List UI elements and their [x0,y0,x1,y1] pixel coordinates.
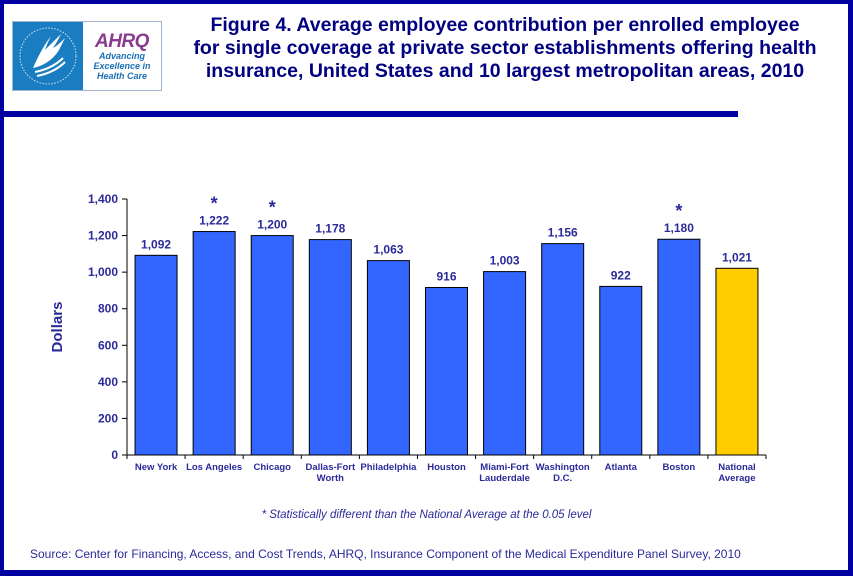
figure-title: Figure 4. Average employee contribution … [180,14,830,83]
bar-value-label: 922 [611,268,631,282]
x-tick-label: National [718,462,755,473]
y-tick-label: 600 [98,338,118,352]
hhs-eagle-seal-icon [13,22,83,90]
bar [308,239,352,456]
bar [134,254,178,456]
x-tick-label: Chicago [253,462,291,473]
bar [657,238,701,456]
source-note: Source: Center for Financing, Access, an… [30,547,741,561]
x-tick-label: Worth [317,473,344,484]
x-tick-label: Average [718,473,755,484]
ahrq-wordmark: AHRQ [95,30,149,52]
header-divider [0,111,738,117]
x-tick-label: Lauderdale [479,473,530,484]
bar [483,271,527,456]
bar-value-label: 1,092 [141,237,171,251]
ahrq-logo: AHRQ Advancing Excellence in Health Care [12,21,162,91]
significance-marker: * [675,201,682,221]
x-tick-label: Atlanta [605,462,638,473]
ahrq-tagline-1: Advancing [98,50,145,61]
bar [250,235,294,456]
bar [599,285,643,456]
y-axis-title: Dollars [49,302,66,353]
bar-value-label: 1,180 [664,221,694,235]
figure-title-line-2: for single coverage at private sector es… [193,37,817,59]
bar [541,243,585,456]
x-tick-label: Dallas-Fort [306,462,356,473]
x-tick-label: New York [135,462,178,473]
bar-value-label: 916 [436,270,456,284]
bar [425,287,468,456]
significance-marker: * [269,198,276,218]
bar-value-label: 1,063 [373,243,403,257]
bar-value-label: 1,003 [490,254,520,268]
y-tick-label: 400 [98,375,118,389]
x-tick-label: Los Angeles [186,462,242,473]
y-tick-label: 1,400 [88,192,118,206]
bar [192,231,236,456]
bar-value-label: 1,021 [722,250,752,264]
significance-footnote: * Statistically different than the Natio… [261,509,592,521]
x-tick-label: D.C. [553,473,572,484]
x-tick-label: Washington [536,462,590,473]
bar-value-label: 1,178 [315,222,345,236]
bar-national-average [715,267,759,456]
ahrq-tagline-2: Excellence in [93,60,151,71]
x-tick-label: Houston [427,462,466,473]
y-tick-label: 200 [98,411,118,425]
x-tick-label: Philadelphia [360,462,417,473]
y-tick-label: 0 [111,448,118,462]
figure-title-line-3: insurance, United States and 10 largest … [205,60,805,82]
y-tick-label: 1,000 [88,265,118,279]
ahrq-tagline-3: Health Care [96,70,148,81]
x-tick-label: Miami-Fort [480,462,529,473]
x-tick-label: Boston [663,462,696,473]
figure-title-line-1: Figure 4. Average employee contribution … [210,14,800,36]
bar-value-label: 1,200 [257,218,287,232]
bar [366,260,410,456]
y-tick-label: 1,200 [88,229,118,243]
bar-value-label: 1,156 [548,226,578,240]
significance-marker: * [211,194,218,214]
bar-value-label: 1,222 [199,214,229,228]
y-tick-label: 800 [98,302,118,316]
